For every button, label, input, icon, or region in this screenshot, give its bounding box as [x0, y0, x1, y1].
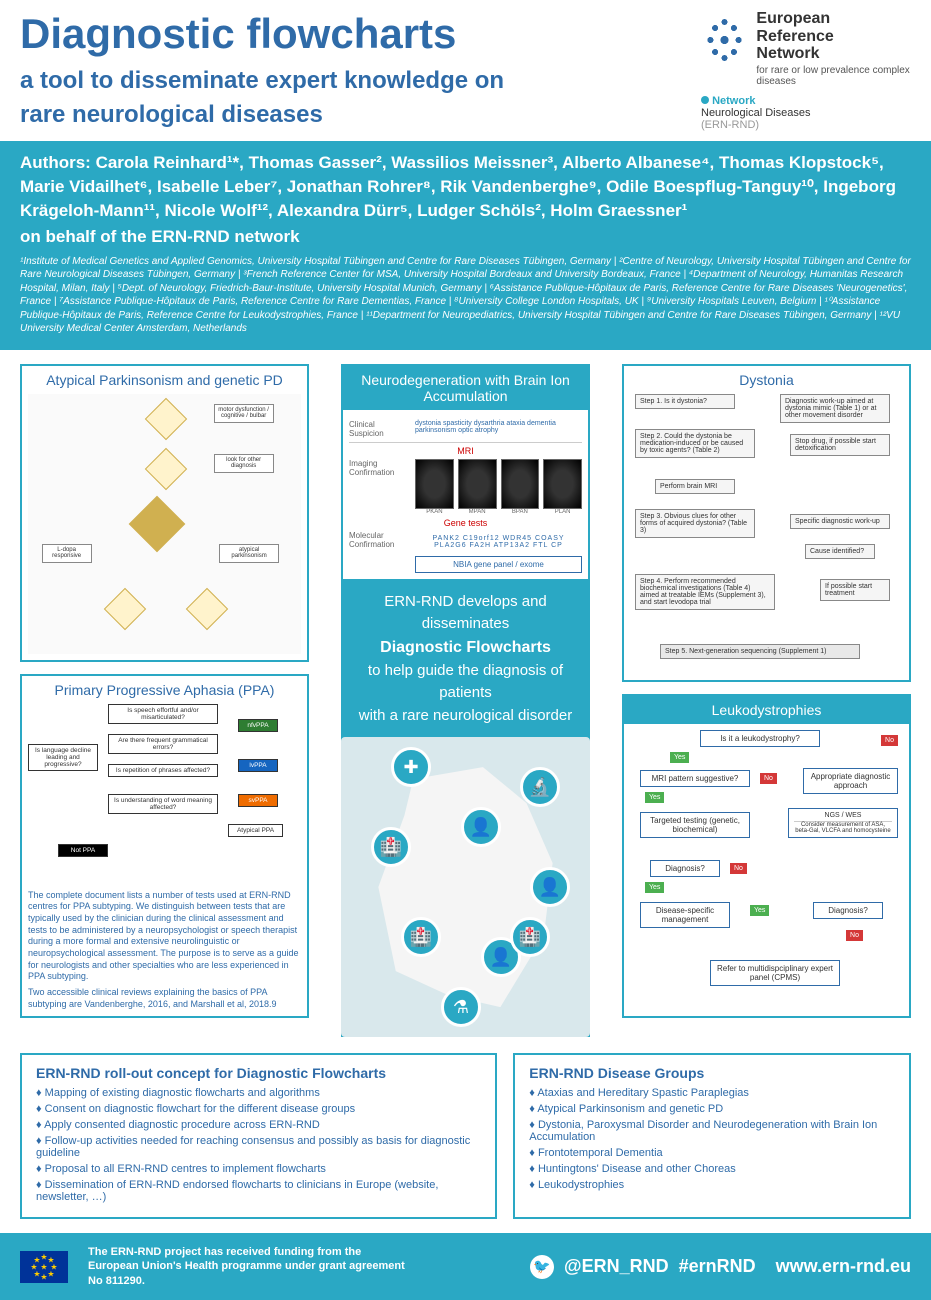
center-message: ERN-RND develops and disseminates Diagno… — [341, 581, 590, 738]
rollout-panel: ERN-RND roll-out concept for Diagnostic … — [20, 1053, 497, 1219]
panel-ppa: Primary Progressive Aphasia (PPA) Is spe… — [20, 674, 309, 1019]
page-title: Diagnostic flowcharts — [20, 10, 701, 58]
ppa-desc1: The complete document lists a number of … — [28, 890, 301, 984]
bottom-grid: ERN-RND roll-out concept for Diagnostic … — [0, 1047, 931, 1233]
authors-behalf: on behalf of the ERN-RND network — [20, 227, 911, 247]
panel-nbia: Neurodegeneration with Brain Ion Accumul… — [341, 364, 590, 581]
twitter-icon: 🐦 — [530, 1255, 554, 1279]
logo-line1: European — [756, 10, 911, 28]
panel-nbia-title: Neurodegeneration with Brain Ion Accumul… — [343, 366, 588, 410]
hashtag: #ernRND — [679, 1256, 756, 1277]
nbia-content: Clinical Suspicion dystonia spasticity d… — [349, 416, 582, 573]
panel-apd-title: Atypical Parkinsonism and genetic PD — [28, 372, 301, 388]
logo-block: European Reference Network for rare or l… — [701, 10, 911, 131]
leuko-flowchart: Is it a leukodystrophy? Yes No MRI patte… — [630, 730, 903, 1010]
list-item: Dystonia, Paroxysmal Disorder and Neurod… — [529, 1119, 895, 1143]
main-grid: Atypical Parkinsonism and genetic PD mot… — [0, 350, 931, 1048]
apd-flowchart: motor dysfunction / cognitive / bulbar l… — [28, 394, 301, 654]
panel-dystonia-title: Dystonia — [630, 372, 903, 388]
mri-scans — [415, 459, 582, 509]
panel-apd: Atypical Parkinsonism and genetic PD mot… — [20, 364, 309, 662]
ppa-desc2: Two accessible clinical reviews explaini… — [28, 987, 301, 1010]
website-url: www.ern-rnd.eu — [776, 1256, 911, 1277]
map-node-building3-icon: 🏥 — [510, 917, 550, 957]
list-item: Consent on diagnostic flowchart for the … — [36, 1103, 481, 1115]
subtitle-line2: rare neurological diseases — [20, 98, 701, 132]
panel-dystonia: Dystonia Step 1. Is it dystonia? Diagnos… — [622, 364, 911, 682]
list-item: Atypical Parkinsonism and genetic PD — [529, 1103, 895, 1115]
logo-line2: Reference — [756, 28, 911, 46]
disease-groups-list: Ataxias and Hereditary Spastic Paraplegi… — [529, 1087, 895, 1191]
map-node-hospital-icon: ✚ — [391, 747, 431, 787]
list-item: Follow-up activities needed for reaching… — [36, 1135, 481, 1159]
social-block: 🐦 @ERN_RND #ernRND — [530, 1255, 756, 1279]
rollout-title: ERN-RND roll-out concept for Diagnostic … — [36, 1065, 481, 1081]
list-item: Huntingtons' Disease and other Choreas — [529, 1163, 895, 1175]
europe-map: ✚ 🔬 🏥 👤 👤 🏥 👤 🏥 ⚗ — [341, 737, 590, 1037]
title-block: Diagnostic flowcharts a tool to dissemin… — [20, 10, 701, 131]
footer: The ERN-RND project has received funding… — [0, 1233, 931, 1300]
map-node-building2-icon: 🏥 — [401, 917, 441, 957]
list-item: Ataxias and Hereditary Spastic Paraplegi… — [529, 1087, 895, 1099]
list-item: Mapping of existing diagnostic flowchart… — [36, 1087, 481, 1099]
authors-block: Authors: Carola Reinhard¹*, Thomas Gasse… — [0, 141, 931, 349]
map-node-doctor-icon: 👤 — [461, 807, 501, 847]
twitter-handle: @ERN_RND — [564, 1256, 669, 1277]
logo-sub: for rare or low prevalence complex disea… — [756, 65, 911, 87]
ern-logo-icon — [701, 10, 748, 70]
authors-list: Authors: Carola Reinhard¹*, Thomas Gasse… — [20, 151, 911, 222]
list-item: Apply consented diagnostic procedure acr… — [36, 1119, 481, 1131]
panel-leuko-title: Leukodystrophies — [624, 696, 909, 724]
affiliations: ¹Institute of Medical Genetics and Appli… — [20, 255, 911, 336]
list-item: Frontotemporal Dementia — [529, 1147, 895, 1159]
subtitle-line1: a tool to disseminate expert knowledge o… — [20, 64, 701, 98]
eu-flag-icon — [20, 1251, 68, 1283]
funding-text: The ERN-RND project has received funding… — [88, 1245, 408, 1288]
panel-leuko: Leukodystrophies Is it a leukodystrophy?… — [622, 694, 911, 1018]
panel-ppa-title: Primary Progressive Aphasia (PPA) — [28, 682, 301, 698]
rollout-list: Mapping of existing diagnostic flowchart… — [36, 1087, 481, 1203]
logo-line3: Network — [756, 45, 911, 63]
dystonia-flowchart: Step 1. Is it dystonia? Diagnostic work-… — [630, 394, 903, 674]
map-node-lab-icon: 🔬 — [520, 767, 560, 807]
map-node-nurse-icon: 👤 — [530, 867, 570, 907]
disease-groups-panel: ERN-RND Disease Groups Ataxias and Hered… — [513, 1053, 911, 1219]
logo-network: Network Neurological Diseases (ERN-RND) — [701, 95, 911, 131]
list-item: Dissemination of ERN-RND endorsed flowch… — [36, 1179, 481, 1203]
disease-groups-title: ERN-RND Disease Groups — [529, 1065, 895, 1081]
list-item: Leukodystrophies — [529, 1179, 895, 1191]
map-node-building-icon: 🏥 — [371, 827, 411, 867]
ppa-flowchart: Is speech effortful and/or misarticulate… — [28, 704, 301, 884]
map-node-flask-icon: ⚗ — [441, 987, 481, 1027]
header: Diagnostic flowcharts a tool to dissemin… — [0, 0, 931, 131]
list-item: Proposal to all ERN-RND centres to imple… — [36, 1163, 481, 1175]
